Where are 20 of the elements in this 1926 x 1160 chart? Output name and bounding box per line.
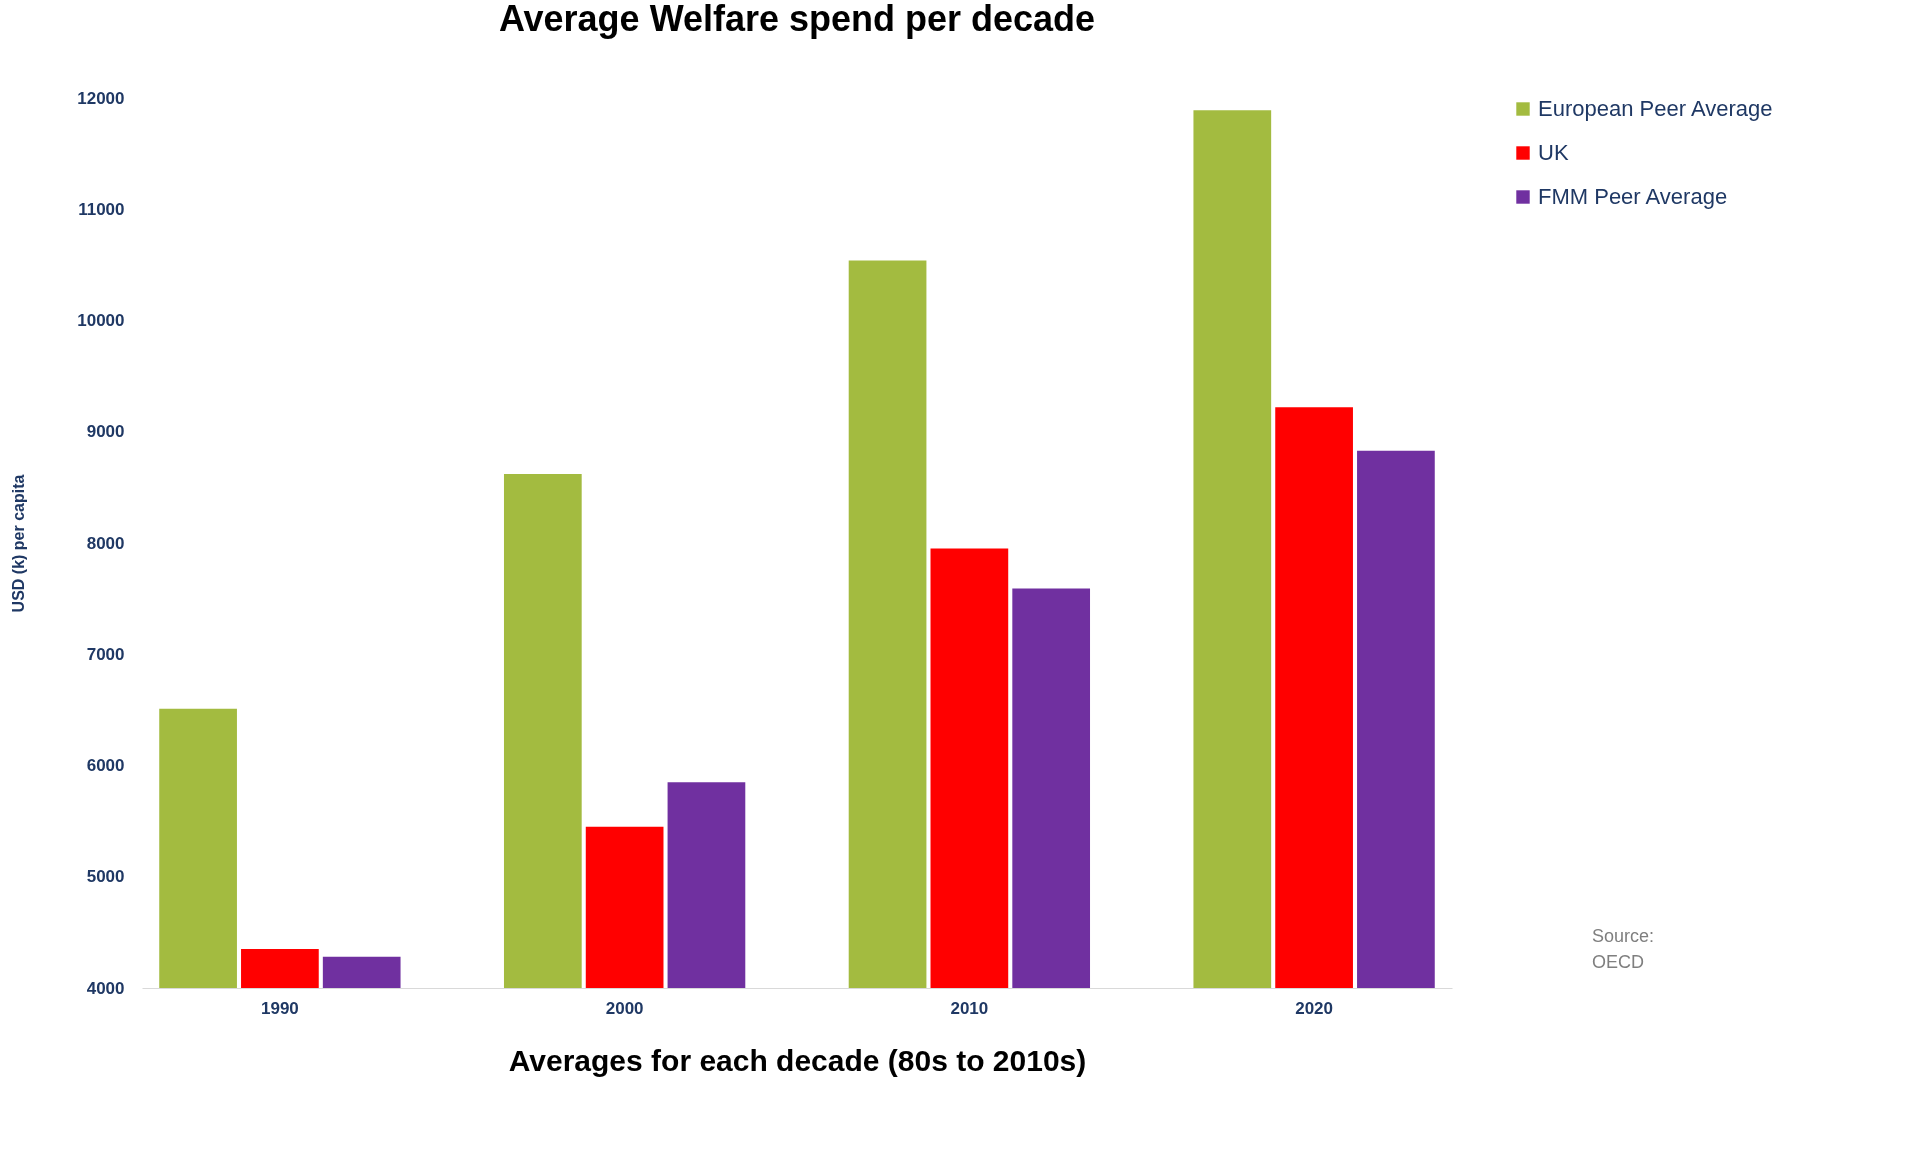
y-tick-label: 8000 [86,533,125,553]
x-tick-label: 1990 [260,998,299,1018]
y-tick-label: 11000 [78,199,125,219]
y-tick-label: 7000 [86,644,125,664]
source-note: Source: OECD [1592,926,1655,972]
y-tick-label: 6000 [86,756,125,775]
x-tick-label: 2000 [605,998,644,1018]
y-tick-label: 10000 [77,311,125,330]
x-tick-label: 2020 [1295,998,1334,1018]
x-axis-title: Averages for each decade (80s to 2010s) [508,1043,1087,1077]
legend-label: European Peer Average [1538,96,1773,121]
legend-label: FMM Peer Average [1538,184,1728,209]
chart-title: Average Welfare spend per decade [498,0,1096,39]
legend-label: UK [1538,140,1569,165]
y-tick-label: 4000 [86,978,125,998]
y-tick-label: 9000 [86,422,125,442]
x-tick-label: 2010 [950,998,989,1018]
y-tick-label: 12000 [77,88,125,108]
y-tick-label: 5000 [86,867,125,887]
y-axis-title: USD (k) per capita [10,474,28,613]
